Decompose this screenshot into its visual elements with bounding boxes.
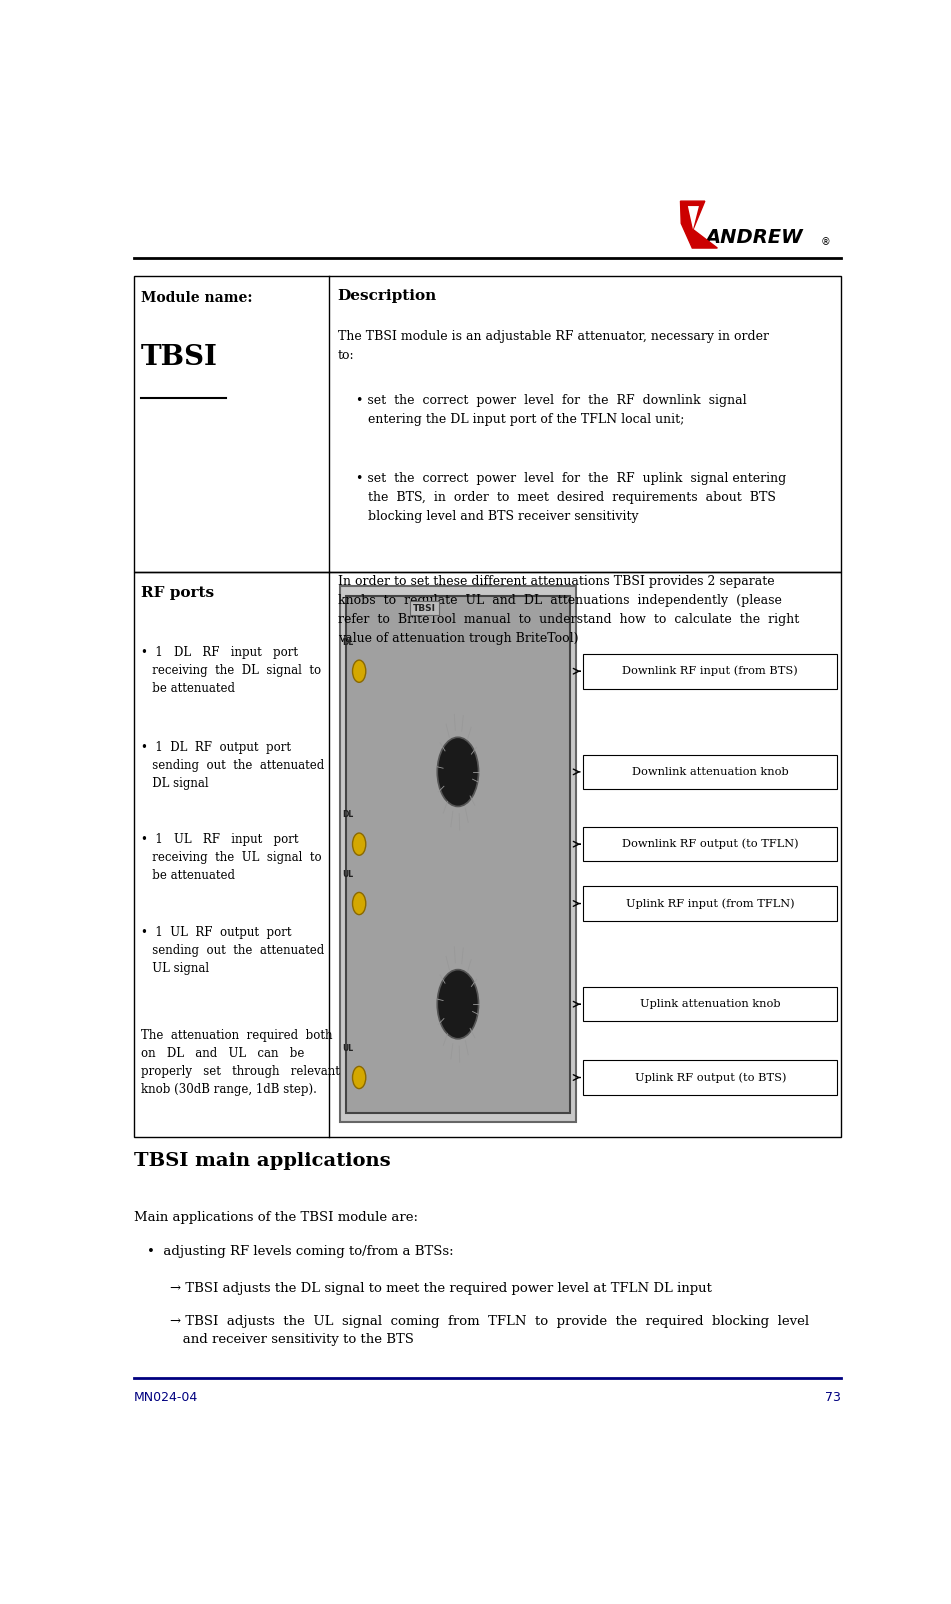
Text: •  1  UL  RF  output  port
   sending  out  the  attenuated
   UL signal: • 1 UL RF output port sending out the at…	[141, 926, 324, 975]
Text: • set  the  correct  power  level  for  the  RF  downlink  signal
   entering th: • set the correct power level for the RF…	[357, 395, 747, 425]
Text: RF ports: RF ports	[141, 587, 214, 600]
Circle shape	[437, 738, 478, 807]
Bar	[583, 754, 838, 789]
Bar	[583, 986, 838, 1022]
Text: DL: DL	[342, 637, 354, 646]
Text: In order to set these different attenuations TBSI provides 2 separate
knobs  to : In order to set these different attenuat…	[338, 576, 799, 645]
Text: •  adjusting RF levels coming to/from a BTSs:: • adjusting RF levels coming to/from a B…	[146, 1245, 454, 1258]
Text: UL: UL	[342, 1044, 354, 1052]
Text: TBSI: TBSI	[141, 345, 218, 372]
Text: Main applications of the TBSI module are:: Main applications of the TBSI module are…	[133, 1211, 417, 1224]
Bar	[133, 571, 841, 1137]
Text: •  1   DL   RF   input   port
   receiving  the  DL  signal  to
   be attenuated: • 1 DL RF input port receiving the DL si…	[141, 646, 321, 695]
Text: → TBSI adjusts the DL signal to meet the required power level at TFLN DL input: → TBSI adjusts the DL signal to meet the…	[170, 1282, 712, 1294]
Bar	[583, 654, 838, 688]
Text: TBSI: TBSI	[413, 603, 436, 613]
Polygon shape	[681, 200, 717, 249]
Text: Downlink RF input (from BTS): Downlink RF input (from BTS)	[623, 666, 798, 677]
Text: MN024-04: MN024-04	[133, 1391, 198, 1404]
Text: Uplink attenuation knob: Uplink attenuation knob	[640, 999, 781, 1009]
Text: Downlink RF output (to TFLN): Downlink RF output (to TFLN)	[622, 839, 799, 850]
Text: TBSI main applications: TBSI main applications	[133, 1152, 390, 1171]
Text: ANDREW: ANDREW	[706, 228, 804, 247]
Text: •  1  DL  RF  output  port
   sending  out  the  attenuated
   DL signal: • 1 DL RF output port sending out the at…	[141, 741, 324, 789]
Text: Module name:: Module name:	[141, 292, 252, 305]
Text: • set  the  correct  power  level  for  the  RF  uplink  signal entering
   the : • set the correct power level for the RF…	[357, 472, 786, 523]
Bar	[583, 1060, 838, 1096]
Text: DL: DL	[342, 810, 354, 820]
Circle shape	[353, 661, 366, 682]
Bar	[133, 276, 841, 571]
Text: The  attenuation  required  both
on   DL   and   UL   can   be
properly   set   : The attenuation required both on DL and …	[141, 1028, 340, 1096]
Text: Uplink RF input (from TFLN): Uplink RF input (from TFLN)	[626, 898, 795, 909]
Text: The TBSI module is an adjustable RF attenuator, necessary in order
to:: The TBSI module is an adjustable RF atte…	[338, 329, 768, 361]
Circle shape	[353, 832, 366, 855]
Circle shape	[353, 892, 366, 914]
Text: UL: UL	[342, 869, 354, 879]
Text: Downlink attenuation knob: Downlink attenuation knob	[632, 767, 788, 776]
Text: → TBSI  adjusts  the  UL  signal  coming  from  TFLN  to  provide  the  required: → TBSI adjusts the UL signal coming from…	[170, 1315, 809, 1346]
Bar	[583, 828, 838, 861]
Text: 73: 73	[825, 1391, 841, 1404]
Circle shape	[353, 1067, 366, 1089]
Polygon shape	[688, 205, 699, 229]
Text: •  1   UL   RF   input   port
   receiving  the  UL  signal  to
   be attenuated: • 1 UL RF input port receiving the UL si…	[141, 834, 321, 882]
Bar	[583, 887, 838, 921]
Bar	[340, 587, 576, 1123]
Circle shape	[437, 969, 478, 1039]
Bar	[346, 597, 570, 1113]
Text: ®: ®	[821, 237, 830, 247]
Text: Uplink RF output (to BTS): Uplink RF output (to BTS)	[634, 1071, 786, 1083]
Text: Description: Description	[338, 289, 437, 303]
